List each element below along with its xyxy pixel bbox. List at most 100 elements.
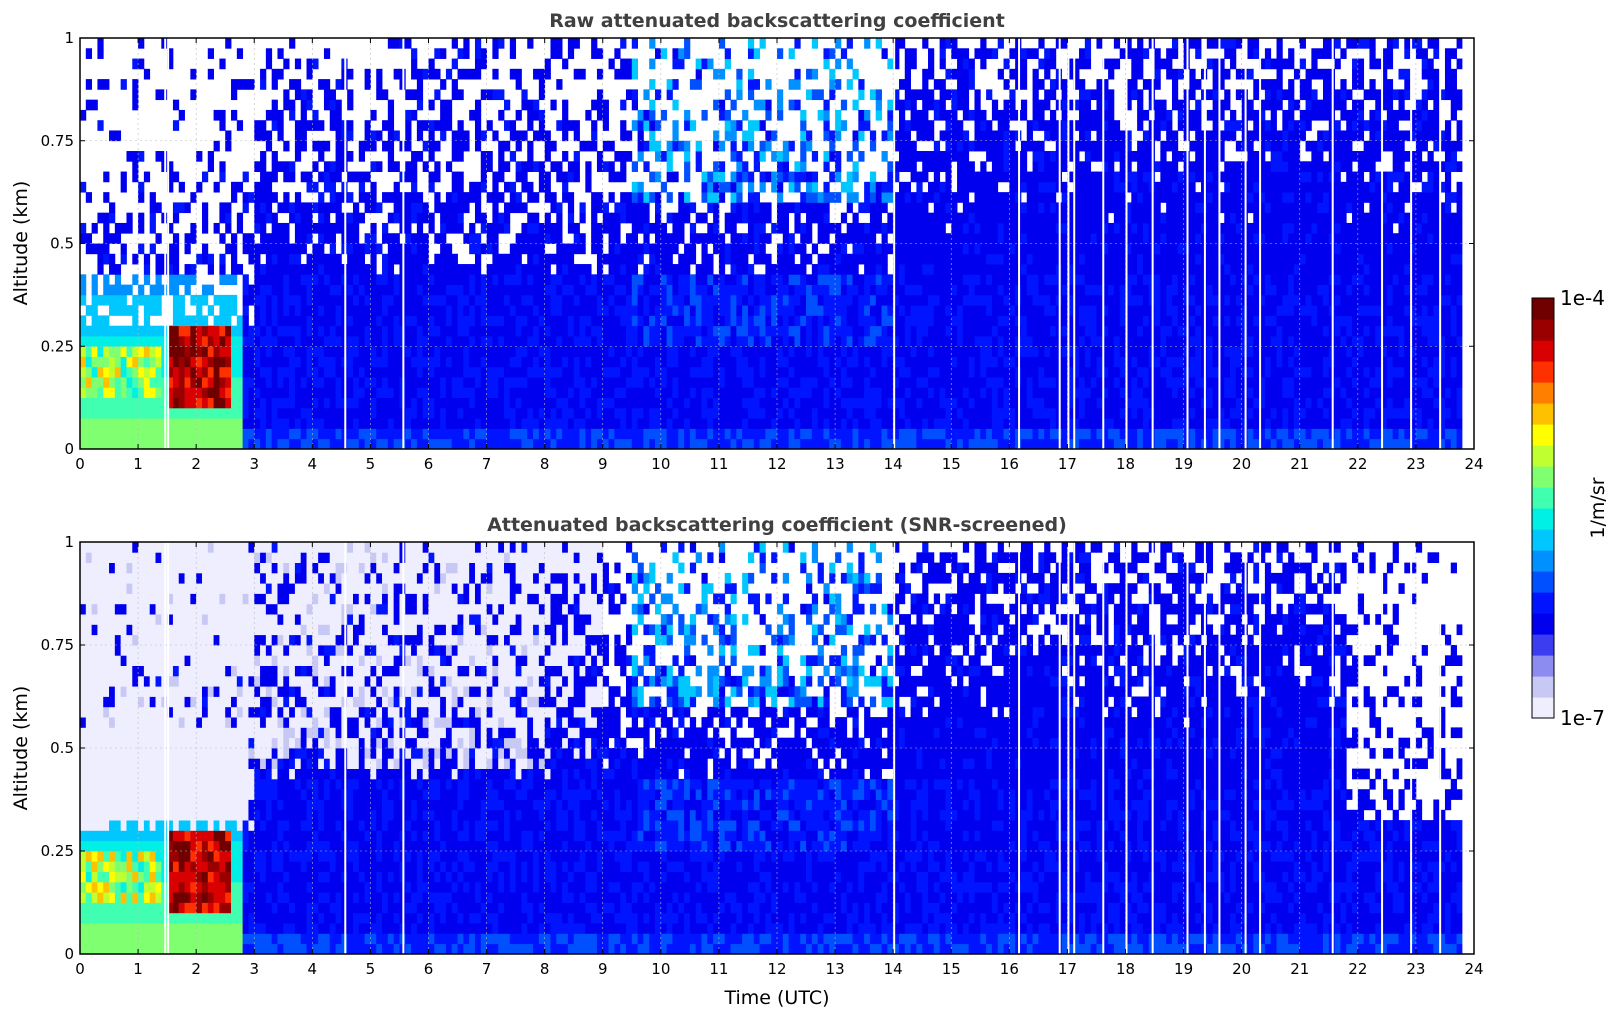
heatmap-cell <box>434 346 441 357</box>
heatmap-cell <box>504 377 511 388</box>
heatmap-cell <box>986 202 993 214</box>
heatmap-cell <box>1026 356 1033 368</box>
heatmap-cell <box>840 407 848 419</box>
heatmap-cell <box>660 181 668 193</box>
heatmap-cell <box>666 89 673 101</box>
heatmap-cell <box>184 264 191 275</box>
heatmap-cell <box>1020 58 1028 70</box>
heatmap-cell <box>271 233 278 244</box>
heatmap-cell <box>800 294 807 306</box>
heatmap-cell <box>898 151 906 162</box>
heatmap-cell <box>550 366 557 378</box>
heatmap-cell <box>736 181 743 193</box>
heatmap-cell <box>521 315 528 327</box>
heatmap-cell <box>329 253 336 265</box>
heatmap-cell <box>968 346 975 357</box>
heatmap-cell <box>713 181 720 193</box>
heatmap-cell <box>405 356 412 368</box>
heatmap-cell <box>538 253 546 265</box>
heatmap-cell <box>655 171 662 183</box>
heatmap-cell <box>631 212 638 224</box>
heatmap-cell <box>678 253 685 265</box>
heatmap-cell <box>318 315 325 327</box>
heatmap-cell <box>213 356 220 368</box>
heatmap-cell <box>352 387 360 399</box>
heatmap-cell <box>411 305 418 316</box>
heatmap-cell <box>649 387 656 399</box>
heatmap-cell <box>347 212 354 224</box>
heatmap-cell <box>480 58 487 70</box>
heatmap-cell <box>707 315 714 327</box>
heatmap-cell <box>109 335 116 347</box>
heatmap-cell <box>887 325 894 337</box>
heatmap-cell <box>910 294 917 306</box>
heatmap-cell <box>91 418 98 429</box>
heatmap-cell <box>573 346 580 357</box>
heatmap-cell <box>550 253 557 265</box>
heatmap-cell <box>416 377 424 388</box>
heatmap-cell <box>97 212 104 224</box>
heatmap-cell <box>875 346 882 357</box>
heatmap-cell <box>753 161 760 172</box>
heatmap-cell <box>806 377 813 388</box>
heatmap-cell <box>660 284 668 296</box>
heatmap-cell <box>376 387 383 399</box>
heatmap-cell <box>736 397 743 409</box>
heatmap-cell <box>387 356 395 368</box>
heatmap-cell <box>968 68 975 80</box>
heatmap-cell <box>201 243 209 255</box>
heatmap-cell <box>591 192 598 203</box>
heatmap-cell <box>596 192 604 203</box>
heatmap-cell <box>289 253 296 265</box>
heatmap-cell <box>718 264 726 275</box>
heatmap-cell <box>596 356 604 368</box>
heatmap-cell <box>265 428 273 440</box>
heatmap-cell <box>364 120 371 131</box>
heatmap-cell <box>695 233 702 244</box>
heatmap-cell <box>951 212 958 224</box>
heatmap-cell <box>614 243 621 255</box>
heatmap-cell <box>957 243 964 255</box>
heatmap-cell <box>974 315 981 327</box>
heatmap-cell <box>219 428 226 440</box>
heatmap-cell <box>1026 428 1033 440</box>
heatmap-cell <box>283 428 290 440</box>
heatmap-cell <box>765 284 772 296</box>
heatmap-cell <box>445 202 453 214</box>
heatmap-cell <box>655 222 662 234</box>
heatmap-cell <box>474 202 482 214</box>
heatmap-cell <box>968 407 975 419</box>
heatmap-cell <box>684 38 691 49</box>
heatmap-cell <box>887 356 894 368</box>
heatmap-cell <box>655 418 662 429</box>
heatmap-cell <box>515 305 522 316</box>
heatmap-cell <box>370 438 377 449</box>
heatmap-cell <box>248 366 255 378</box>
heatmap-cell <box>382 274 389 285</box>
heatmap-cell <box>370 140 377 152</box>
heatmap-cell <box>962 233 970 244</box>
heatmap-cell <box>265 346 273 357</box>
heatmap-cell <box>405 202 412 214</box>
heatmap-cell <box>800 356 807 368</box>
heatmap-cell <box>1032 202 1039 214</box>
heatmap-cell <box>817 418 824 429</box>
heatmap-cell <box>91 284 98 296</box>
heatmap-cell <box>416 428 424 440</box>
heatmap-cell <box>701 171 708 183</box>
heatmap-cell <box>730 222 737 234</box>
heatmap-cell <box>370 274 377 285</box>
heatmap-cell <box>1032 356 1039 368</box>
heatmap-cell <box>1079 315 1086 327</box>
heatmap-cell <box>747 366 755 378</box>
heatmap-cell <box>782 202 790 214</box>
heatmap-cell <box>672 212 679 224</box>
heatmap-cell <box>265 294 273 306</box>
heatmap-cell <box>323 325 331 337</box>
heatmap-cell <box>358 151 366 162</box>
heatmap-cell <box>457 48 464 59</box>
heatmap-cell <box>782 161 790 172</box>
heatmap-cell <box>672 233 679 244</box>
heatmap-cell <box>85 418 93 429</box>
heatmap-cell <box>533 294 540 306</box>
